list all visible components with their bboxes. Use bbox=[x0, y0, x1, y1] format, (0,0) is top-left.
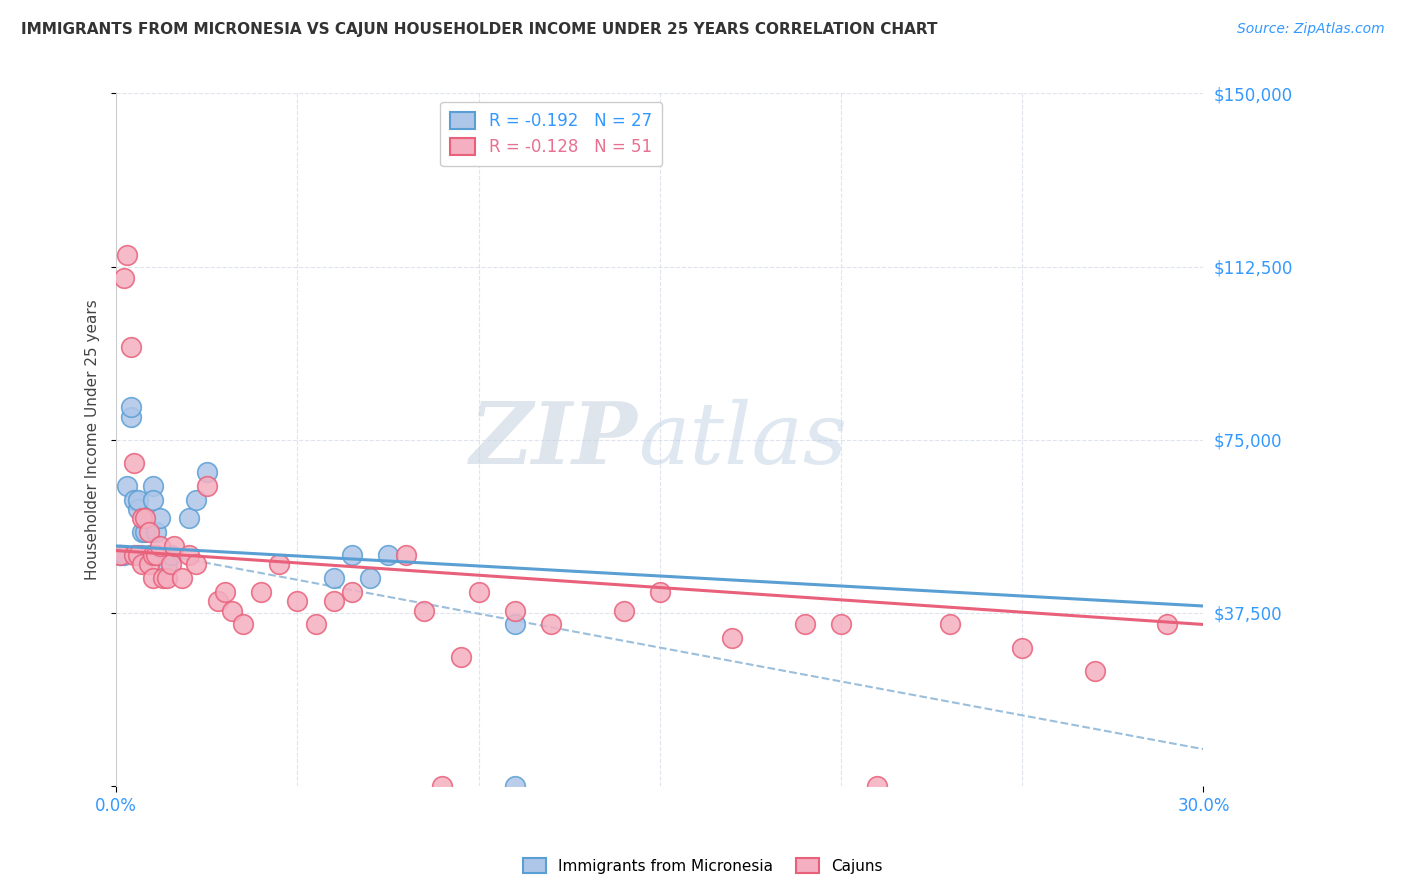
Point bbox=[195, 465, 218, 479]
Point bbox=[127, 492, 149, 507]
Point bbox=[939, 617, 962, 632]
Point bbox=[221, 604, 243, 618]
Point bbox=[127, 502, 149, 516]
Point bbox=[195, 479, 218, 493]
Point bbox=[145, 548, 167, 562]
Text: Source: ZipAtlas.com: Source: ZipAtlas.com bbox=[1237, 22, 1385, 37]
Point bbox=[613, 604, 636, 618]
Point bbox=[159, 548, 181, 562]
Point bbox=[120, 340, 142, 354]
Point bbox=[131, 525, 153, 540]
Point bbox=[124, 492, 146, 507]
Point bbox=[1011, 640, 1033, 655]
Point bbox=[120, 401, 142, 415]
Point bbox=[322, 594, 344, 608]
Point bbox=[395, 548, 418, 562]
Point bbox=[141, 548, 163, 562]
Point bbox=[793, 617, 815, 632]
Point bbox=[830, 617, 852, 632]
Point bbox=[503, 617, 526, 632]
Point bbox=[108, 548, 131, 562]
Point bbox=[152, 571, 174, 585]
Point bbox=[503, 604, 526, 618]
Point bbox=[721, 632, 744, 646]
Point bbox=[108, 548, 131, 562]
Point bbox=[1156, 617, 1178, 632]
Point bbox=[467, 585, 489, 599]
Point bbox=[322, 571, 344, 585]
Point bbox=[159, 558, 181, 572]
Point bbox=[124, 548, 146, 562]
Point bbox=[648, 585, 671, 599]
Point bbox=[184, 558, 207, 572]
Point bbox=[127, 548, 149, 562]
Text: ZIP: ZIP bbox=[470, 398, 638, 482]
Point bbox=[287, 594, 309, 608]
Point bbox=[131, 548, 153, 562]
Point bbox=[141, 492, 163, 507]
Point bbox=[359, 571, 381, 585]
Point bbox=[340, 585, 363, 599]
Point bbox=[149, 511, 172, 525]
Point bbox=[214, 585, 236, 599]
Point bbox=[138, 548, 160, 562]
Point bbox=[269, 558, 291, 572]
Point bbox=[138, 525, 160, 540]
Point bbox=[156, 571, 179, 585]
Text: IMMIGRANTS FROM MICRONESIA VS CAJUN HOUSEHOLDER INCOME UNDER 25 YEARS CORRELATIO: IMMIGRANTS FROM MICRONESIA VS CAJUN HOUS… bbox=[21, 22, 938, 37]
Point bbox=[866, 779, 889, 793]
Point bbox=[138, 558, 160, 572]
Point bbox=[207, 594, 229, 608]
Point bbox=[145, 525, 167, 540]
Y-axis label: Householder Income Under 25 years: Householder Income Under 25 years bbox=[86, 300, 100, 580]
Point bbox=[184, 492, 207, 507]
Point bbox=[115, 248, 138, 262]
Point bbox=[450, 649, 472, 664]
Point bbox=[432, 779, 454, 793]
Point bbox=[177, 548, 200, 562]
Point bbox=[304, 617, 326, 632]
Text: atlas: atlas bbox=[638, 399, 848, 481]
Point bbox=[1084, 664, 1107, 678]
Legend: R = -0.192   N = 27, R = -0.128   N = 51: R = -0.192 N = 27, R = -0.128 N = 51 bbox=[440, 102, 662, 167]
Point bbox=[503, 779, 526, 793]
Point bbox=[141, 571, 163, 585]
Point bbox=[120, 409, 142, 424]
Point bbox=[115, 479, 138, 493]
Legend: Immigrants from Micronesia, Cajuns: Immigrants from Micronesia, Cajuns bbox=[517, 852, 889, 880]
Point bbox=[232, 617, 254, 632]
Point bbox=[134, 525, 156, 540]
Point bbox=[112, 548, 135, 562]
Point bbox=[124, 456, 146, 470]
Point bbox=[540, 617, 562, 632]
Point bbox=[170, 571, 193, 585]
Point bbox=[141, 479, 163, 493]
Point bbox=[163, 539, 186, 553]
Point bbox=[131, 558, 153, 572]
Point bbox=[377, 548, 399, 562]
Point bbox=[250, 585, 273, 599]
Point bbox=[134, 511, 156, 525]
Point bbox=[149, 539, 172, 553]
Point bbox=[177, 511, 200, 525]
Point bbox=[340, 548, 363, 562]
Point bbox=[156, 558, 179, 572]
Point bbox=[413, 604, 436, 618]
Point bbox=[131, 511, 153, 525]
Point bbox=[112, 271, 135, 285]
